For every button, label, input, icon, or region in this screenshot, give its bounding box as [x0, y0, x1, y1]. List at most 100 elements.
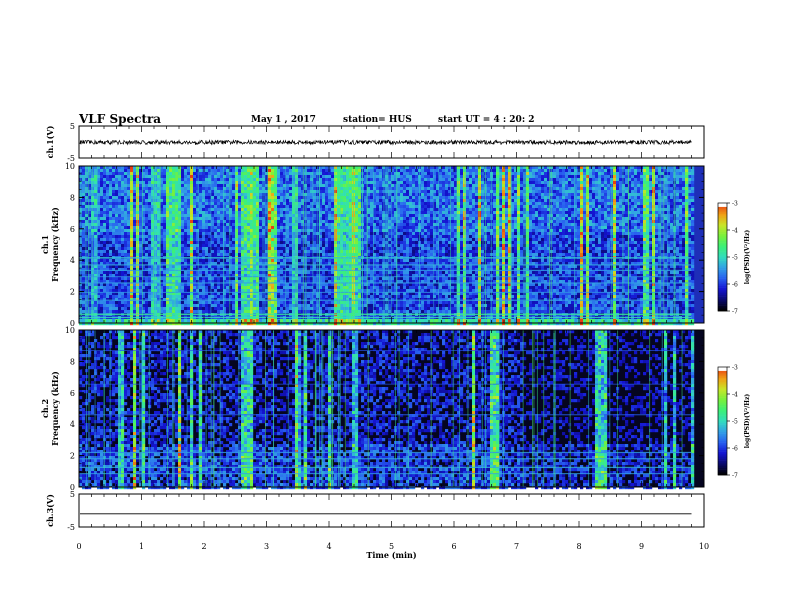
spectrogram-cell — [277, 211, 281, 215]
spectrogram-cell — [139, 232, 143, 236]
spectrogram-cell — [94, 172, 98, 176]
spectrogram-cell — [160, 286, 164, 290]
spectrogram-cell — [247, 199, 251, 203]
spectrogram-cell — [202, 289, 206, 293]
spectrogram-cell — [214, 295, 218, 299]
spectrogram-cell — [133, 301, 137, 305]
spectrogram-cell — [280, 187, 284, 191]
spectrogram-cell — [301, 172, 305, 176]
spectrogram-cell — [298, 259, 302, 263]
spectrogram-cell — [232, 265, 236, 269]
spectrogram-cell — [331, 232, 335, 236]
spectrogram-cell — [235, 283, 239, 287]
spectrogram-cell — [322, 277, 326, 281]
spectrogram-cell — [109, 214, 113, 218]
spectrogram-cell — [358, 262, 362, 266]
spectrogram-cell — [211, 175, 215, 179]
spectrogram-cell — [196, 310, 200, 314]
spectrogram-cell — [307, 235, 311, 239]
spectrogram-cell — [103, 259, 107, 263]
spectrogram-cell — [250, 319, 254, 323]
spectrogram-cell — [265, 175, 269, 179]
spectrogram-cell — [253, 238, 257, 242]
spectrogram-cell — [211, 307, 215, 311]
spectrogram-cell — [187, 172, 191, 176]
spectrogram-cell — [298, 184, 302, 188]
spectrogram-cell — [94, 199, 98, 203]
spectrogram-cell — [241, 244, 245, 248]
spectrogram-cell — [340, 184, 344, 188]
spectrogram-cell — [328, 217, 332, 221]
spectrogram-cell — [163, 241, 167, 245]
spectrogram-cell — [100, 229, 104, 233]
spectrogram-cell — [184, 295, 188, 299]
spectrogram-cell — [202, 190, 206, 194]
spectrogram-cell — [295, 262, 299, 266]
spectrogram-cell — [253, 289, 257, 293]
spectrogram-cell — [253, 283, 257, 287]
spectrogram-cell — [133, 190, 137, 194]
spectrogram-cell — [88, 196, 92, 200]
spectrogram-cell — [151, 193, 155, 197]
spectrogram-cell — [244, 319, 248, 323]
spectrogram-cell — [253, 295, 257, 299]
spectrogram-cell — [301, 184, 305, 188]
spectrogram-cell — [202, 301, 206, 305]
spectrogram-cell — [151, 178, 155, 182]
spectrogram-cell — [208, 178, 212, 182]
spectrogram-cell — [175, 199, 179, 203]
spectrogram-cell — [253, 304, 257, 308]
spectrogram-cell — [115, 244, 119, 248]
spectrogram-cell — [166, 214, 170, 218]
spectrogram-cell — [271, 208, 275, 212]
spectrogram-cell — [325, 307, 329, 311]
spectrogram-cell — [286, 172, 290, 176]
spectrogram-cell — [97, 196, 101, 200]
spectrogram-cell — [139, 241, 143, 245]
spectrogram-cell — [268, 289, 272, 293]
spectrogram-cell — [274, 181, 278, 185]
spectrogram-cell — [256, 298, 260, 302]
spectrogram-cell — [328, 184, 332, 188]
spectrogram-cell — [103, 208, 107, 212]
spectrogram-cell — [148, 220, 152, 224]
spectrogram-cell — [100, 241, 104, 245]
spectrogram-cell — [334, 166, 338, 170]
spectrogram-cell — [184, 247, 188, 251]
spectrogram-cell — [148, 187, 152, 191]
spectrogram-cell — [247, 172, 251, 176]
spectrogram-cell — [322, 220, 326, 224]
spectrogram-cell — [172, 271, 176, 275]
spectrogram-cell — [184, 175, 188, 179]
spectrogram-cell — [313, 178, 317, 182]
spectrogram-cell — [307, 265, 311, 269]
spectrogram-cell — [223, 223, 227, 227]
spectrogram-cell — [190, 196, 194, 200]
spectrogram-cell — [109, 232, 113, 236]
spectrogram-cell — [220, 193, 224, 197]
spectrogram-cell — [277, 235, 281, 239]
spectrogram-cell — [199, 220, 203, 224]
spectrogram-cell — [118, 307, 122, 311]
spectrogram-cell — [274, 220, 278, 224]
spectrogram-cell — [343, 235, 347, 239]
spectrogram-cell — [214, 187, 218, 191]
spectrogram-cell — [85, 289, 89, 293]
spectrogram-cell — [199, 190, 203, 194]
spectrogram-cell — [193, 229, 197, 233]
spectrogram-cell — [313, 241, 317, 245]
spectrogram-cell — [253, 214, 257, 218]
spectrogram-cell — [124, 232, 128, 236]
spectrogram-cell — [301, 235, 305, 239]
spectrogram-cell — [172, 169, 176, 173]
spectrogram-cell — [238, 232, 242, 236]
spectrogram-cell — [250, 175, 254, 179]
spectrogram-cell — [97, 253, 101, 257]
spectrogram-cell — [109, 178, 113, 182]
spectrogram-cell — [220, 181, 224, 185]
spectrogram-cell — [175, 271, 179, 275]
spectrogram-cell — [217, 223, 221, 227]
start-time-label: start UT = 4 : 20: 2 — [438, 115, 535, 125]
spectrogram-cell — [340, 241, 344, 245]
spectrogram-cell — [202, 184, 206, 188]
